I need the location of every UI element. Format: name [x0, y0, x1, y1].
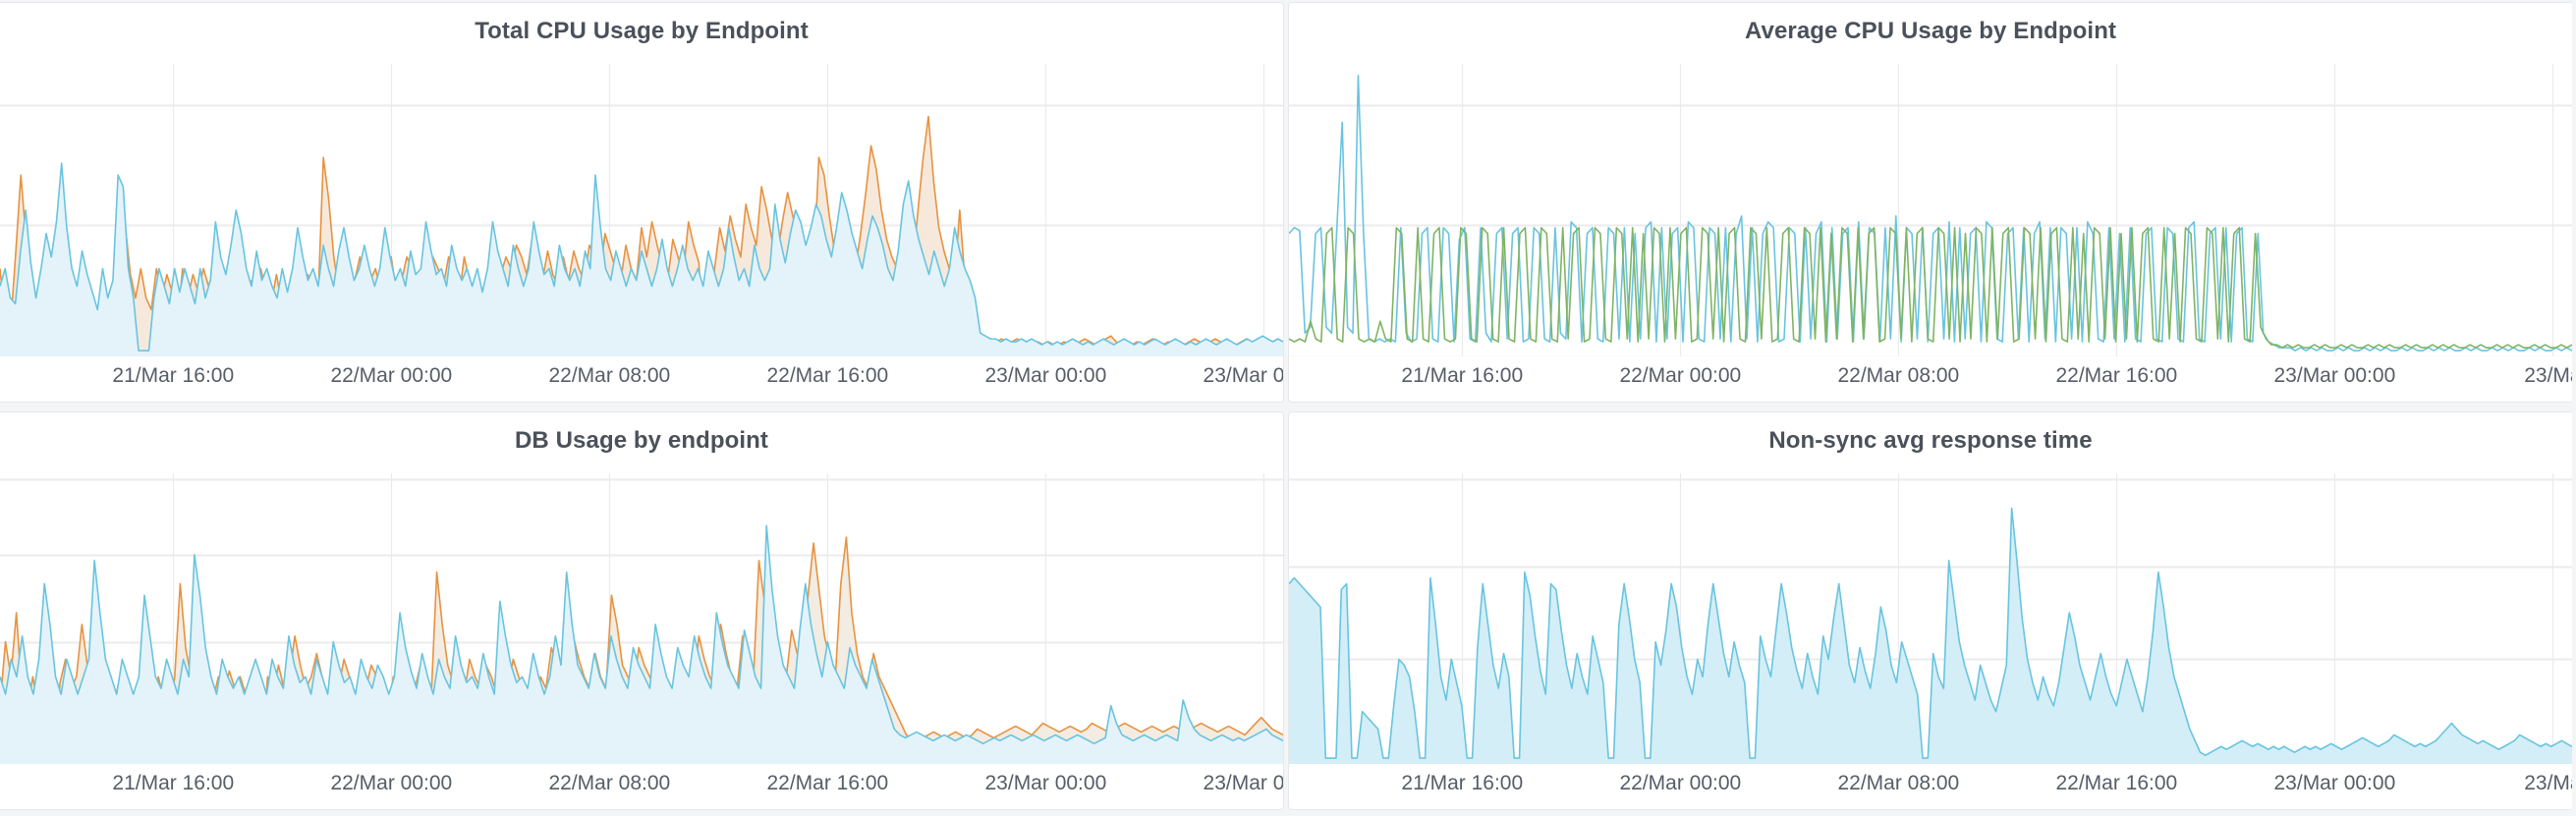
series-line: [1289, 508, 2572, 760]
x-axis-tick-label: 23/Ma: [2524, 772, 2572, 795]
panel-title: Non-sync avg response time: [1768, 427, 2093, 454]
x-axis-tick-label: 22/Mar 16:00: [766, 364, 889, 388]
x-axis-tick-label: 23/Mar 08:00: [1203, 772, 1284, 795]
plot-svg-0: [0, 64, 1283, 357]
plot-svg-2: [0, 473, 1283, 765]
panel-cell-2: DB Usage by endpoint 21/Mar 16:00 22/Mar …: [0, 408, 1288, 816]
x-axis-tick-label: 21/Mar 16:00: [1401, 772, 1524, 795]
x-axis-tick-label: 22/Mar 00:00: [1619, 364, 1742, 388]
plot-svg-3: [1289, 473, 2572, 765]
panel-cell-1: Average CPU Usage by Endpoint 21/Mar 16:…: [1288, 0, 2576, 408]
x-axis-tick-label: 22/Mar 08:00: [1837, 364, 1960, 388]
panel-title: DB Usage by endpoint: [514, 427, 769, 454]
chart-panel-db-usage[interactable]: DB Usage by endpoint 21/Mar 16:00 22/Mar …: [0, 411, 1284, 810]
series-line: [1289, 227, 2572, 350]
x-axis-tick-label: 22/Mar 16:00: [766, 772, 889, 795]
plot-area[interactable]: [1289, 473, 2572, 765]
panel-title: Total CPU Usage by Endpoint: [475, 18, 809, 44]
series-area: [0, 163, 1283, 357]
series-area: [0, 525, 1283, 765]
plot-svg-1: [1289, 64, 2572, 357]
series-line: [0, 162, 1283, 353]
x-axis-tick-label: 22/Mar 16:00: [2055, 772, 2178, 795]
x-axis-tick-label: 22/Mar 00:00: [330, 364, 453, 388]
x-axis-tick-label: 23/Mar 08:00: [1203, 364, 1284, 388]
x-axis-tick-label: 22/Mar 00:00: [330, 772, 453, 795]
plot-area[interactable]: [0, 64, 1283, 357]
series-line: [0, 524, 1283, 745]
x-axis-tick-label: 23/Mar 00:00: [2273, 364, 2396, 388]
x-axis-tick-label: 21/Mar 16:00: [1401, 364, 1524, 388]
plot-area[interactable]: [1289, 64, 2572, 357]
x-axis-tick-label: 22/Mar 16:00: [2055, 364, 2178, 388]
x-axis: 21/Mar 16:00 22/Mar 00:00 22/Mar 08:00 22/M…: [1289, 356, 2572, 402]
series-area: [1289, 508, 2572, 765]
x-axis-tick-label: 22/Mar 08:00: [1837, 772, 1960, 795]
x-axis-tick-label: 23/Mar 00:00: [984, 772, 1107, 795]
panel-title: Average CPU Usage by Endpoint: [1744, 18, 2117, 44]
x-axis-tick-label: 21/Mar 16:00: [112, 772, 235, 795]
x-axis-tick-label: 22/Mar 08:00: [548, 772, 671, 795]
series-line: [1289, 75, 2572, 353]
x-axis: 21/Mar 16:00 22/Mar 00:00 22/Mar 08:00 22/M…: [0, 764, 1283, 809]
panel-cell-3: Non-sync avg response time 21/Mar 16:00 2…: [1288, 408, 2576, 816]
x-axis-tick-label: 23/Mar 00:00: [2273, 772, 2396, 795]
chart-panel-total-cpu-usage[interactable]: Total CPU Usage by Endpoint 21/Mar 16:00…: [0, 2, 1284, 403]
plot-area[interactable]: [0, 473, 1283, 765]
panel-cell-0: Total CPU Usage by Endpoint 21/Mar 16:00…: [0, 0, 1288, 408]
x-axis-tick-label: 22/Mar 00:00: [1619, 772, 1742, 795]
x-axis-tick-label: 21/Mar 16:00: [112, 364, 235, 388]
x-axis: 21/Mar 16:00 22/Mar 00:00 22/Mar 08:00 22/M…: [0, 356, 1283, 402]
x-axis: 21/Mar 16:00 22/Mar 00:00 22/Mar 08:00 22/M…: [1289, 764, 2572, 809]
chart-panel-average-cpu-usage[interactable]: Average CPU Usage by Endpoint 21/Mar 16:…: [1288, 2, 2572, 403]
x-axis-tick-label: 23/Mar 00:00: [984, 364, 1107, 388]
x-axis-tick-label: 23/Ma: [2524, 364, 2572, 388]
chart-panel-non-sync-avg-response-time[interactable]: Non-sync avg response time 21/Mar 16:00 2…: [1288, 411, 2572, 810]
x-axis-tick-label: 22/Mar 08:00: [548, 364, 671, 388]
